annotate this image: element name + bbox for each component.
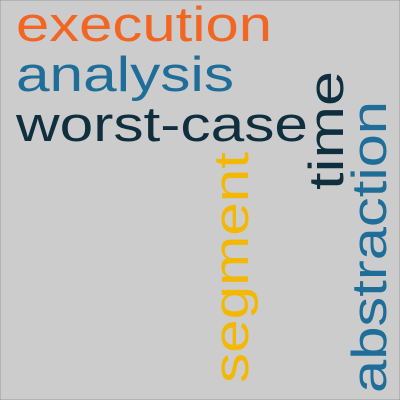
word-execution: execution: [16, 0, 272, 52]
word-worst-case: worst-case: [15, 98, 308, 152]
word-analysis: analysis: [16, 48, 234, 102]
word-time: time: [300, 71, 354, 190]
word-segment: segment: [205, 152, 259, 383]
word-abstraction: abstraction: [343, 101, 397, 393]
